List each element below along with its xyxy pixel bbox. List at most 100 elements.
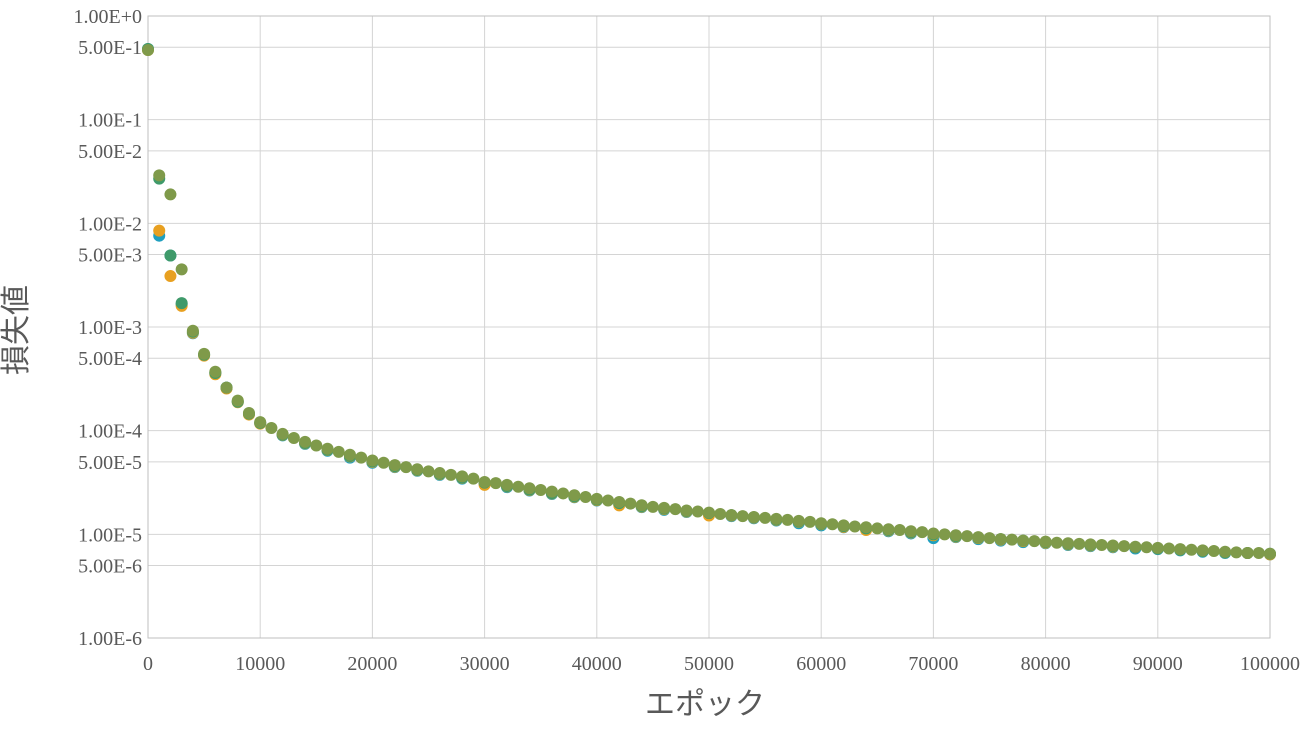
x-axis-tick-labels: 0 10000 20000 30000 40000 50000 60000 70000 8000… (143, 653, 1300, 675)
data-point (310, 439, 323, 452)
x-tick-label: 30000 (460, 653, 510, 675)
data-point (355, 451, 368, 464)
data-point (1219, 545, 1232, 558)
data-point (467, 472, 480, 485)
data-point (254, 416, 267, 429)
data-point (332, 445, 345, 458)
data-point (198, 347, 211, 360)
y-tick-label: 5.00E-5 (78, 452, 142, 474)
x-tick-label: 80000 (1021, 653, 1071, 675)
y-tick-label: 5.00E-1 (78, 37, 142, 59)
data-point (209, 365, 222, 378)
data-point (265, 422, 278, 435)
data-point (815, 517, 828, 530)
x-axis-title: エポック (645, 687, 765, 722)
y-tick-label: 5.00E-3 (78, 245, 142, 267)
data-point (164, 249, 177, 262)
data-point (153, 224, 166, 237)
data-point (287, 431, 300, 444)
data-point (1129, 540, 1142, 553)
data-point (444, 468, 457, 481)
x-tick-label: 20000 (347, 653, 397, 675)
data-point (669, 503, 682, 516)
data-point (175, 263, 188, 276)
x-tick-label: 40000 (572, 653, 622, 675)
x-tick-label: 10000 (235, 653, 285, 675)
data-point (646, 500, 659, 513)
data-point (456, 470, 469, 483)
data-point (1005, 533, 1018, 546)
data-point (1084, 538, 1097, 551)
data-point (1196, 544, 1209, 557)
data-point (512, 480, 525, 493)
data-point (860, 521, 873, 534)
data-point (1230, 546, 1243, 559)
data-point (994, 533, 1007, 546)
data-point (759, 511, 772, 524)
data-point (1174, 543, 1187, 556)
y-tick-label: 5.00E-6 (78, 556, 142, 578)
data-point (792, 514, 805, 527)
data-point (972, 531, 985, 544)
data-point (579, 491, 592, 504)
data-point (916, 526, 929, 539)
data-point (1028, 535, 1041, 548)
data-point (523, 482, 536, 495)
x-tick-label: 100000 (1240, 653, 1300, 675)
data-point (501, 478, 514, 491)
data-point (904, 525, 917, 538)
data-point (153, 169, 166, 182)
data-point (231, 394, 244, 407)
y-tick-label: 1.00E-2 (78, 213, 142, 235)
data-point (545, 485, 558, 498)
data-point (377, 456, 390, 469)
data-point (242, 407, 255, 420)
data-point (164, 270, 177, 283)
data-point (714, 508, 727, 521)
data-point (299, 435, 312, 448)
data-point (142, 43, 154, 56)
data-point (882, 523, 895, 536)
data-point (781, 513, 794, 526)
data-point (489, 477, 502, 490)
data-point (1207, 545, 1220, 558)
data-point (613, 496, 626, 509)
plot-area-frame (147, 15, 1271, 639)
x-tick-label: 50000 (684, 653, 734, 675)
data-point (1039, 535, 1052, 548)
data-point (276, 427, 289, 440)
data-point (321, 442, 334, 455)
data-point (691, 505, 704, 518)
y-axis-tick-labels: 1.00E+0 5.00E-1 1.00E-1 5.00E-2 1.00E-2 5.00E… (74, 6, 143, 650)
data-point (1062, 537, 1075, 550)
data-point (1185, 543, 1198, 556)
data-point (1252, 547, 1265, 560)
y-tick-label: 1.00E-4 (78, 421, 142, 443)
data-point (602, 494, 615, 507)
data-point (175, 297, 188, 310)
data-point (938, 528, 951, 541)
data-point (736, 510, 749, 523)
data-point (725, 509, 738, 522)
data-point (837, 519, 850, 532)
x-tick-label: 0 (143, 653, 153, 675)
y-tick-label: 1.00E-5 (78, 524, 142, 546)
data-point (893, 524, 906, 537)
data-point (1050, 536, 1063, 549)
data-point (961, 530, 974, 543)
data-point (1163, 542, 1176, 555)
data-point (411, 463, 424, 476)
data-point (478, 475, 491, 488)
data-point (624, 497, 637, 510)
data-point (927, 527, 940, 540)
data-point (1140, 541, 1153, 554)
data-point (164, 188, 177, 201)
data-point (366, 454, 379, 467)
data-point (186, 324, 199, 337)
data-point (1264, 547, 1276, 560)
data-point (1241, 547, 1254, 560)
data-point (871, 522, 884, 535)
data-point (590, 492, 603, 505)
data-point (983, 532, 996, 545)
